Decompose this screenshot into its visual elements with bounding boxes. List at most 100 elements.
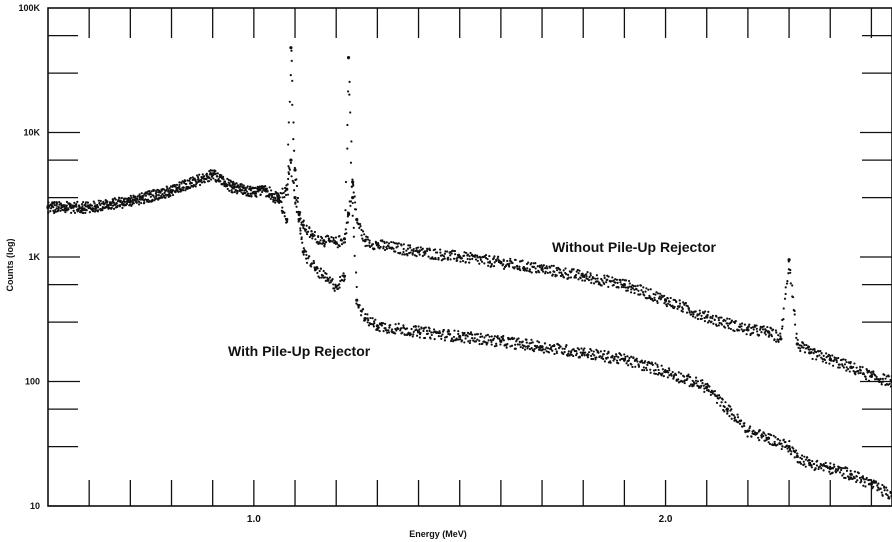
- data-point: [521, 340, 524, 343]
- data-point: [346, 123, 349, 127]
- data-point: [620, 354, 623, 357]
- data-point: [711, 314, 714, 317]
- data-point: [412, 247, 415, 251]
- data-point: [390, 328, 394, 331]
- data-point: [165, 188, 168, 192]
- data-point: [428, 329, 431, 333]
- data-point: [829, 354, 832, 357]
- data-point: [170, 191, 174, 194]
- data-point: [119, 199, 122, 202]
- data-point: [506, 342, 509, 346]
- data-point: [412, 325, 416, 328]
- data-point: [346, 215, 349, 218]
- data-point: [169, 188, 173, 192]
- data-point: [576, 268, 579, 272]
- data-point: [293, 149, 296, 152]
- data-point: [402, 247, 405, 251]
- data-point: [789, 271, 792, 274]
- data-point: [86, 205, 89, 208]
- data-point: [291, 103, 294, 106]
- data-point: [202, 180, 205, 183]
- data-point: [807, 345, 811, 349]
- data-point: [142, 202, 146, 205]
- data-point: [342, 272, 345, 275]
- data-point: [129, 203, 132, 206]
- data-point: [493, 261, 496, 264]
- data-point: [633, 291, 636, 295]
- data-point: [264, 185, 267, 188]
- data-point: [351, 195, 355, 200]
- data-point: [654, 372, 658, 375]
- data-point: [537, 346, 540, 349]
- data-point: [566, 354, 569, 357]
- data-point: [489, 338, 492, 342]
- data-point: [185, 182, 188, 186]
- data-point: [260, 187, 263, 190]
- data-point: [229, 179, 232, 182]
- data-point: [857, 472, 860, 475]
- data-point: [268, 194, 271, 197]
- data-point: [275, 199, 278, 202]
- data-point: [141, 198, 144, 201]
- data-point: [449, 332, 452, 336]
- data-point: [147, 198, 150, 201]
- data-point: [55, 204, 58, 207]
- data-point: [397, 327, 400, 330]
- data-point: [670, 374, 673, 377]
- data-point: [579, 276, 582, 279]
- data-point: [292, 121, 295, 124]
- data-point: [785, 444, 788, 447]
- data-point: [773, 442, 776, 445]
- data-point: [518, 265, 521, 268]
- data-point: [474, 340, 478, 343]
- data-point: [308, 235, 311, 239]
- data-point: [778, 337, 782, 341]
- data-point: [656, 300, 659, 303]
- data-point: [788, 440, 791, 443]
- data-point: [262, 189, 265, 192]
- data-point: [773, 338, 776, 342]
- data-point: [853, 477, 856, 480]
- data-point: [218, 173, 222, 176]
- data-point: [349, 204, 352, 207]
- data-point: [92, 200, 95, 203]
- data-point: [286, 220, 289, 223]
- data-point: [361, 308, 364, 311]
- data-point: [364, 317, 367, 320]
- data-point: [632, 356, 635, 359]
- data-point: [700, 314, 703, 317]
- data-point: [407, 244, 410, 247]
- data-point: [640, 289, 643, 292]
- data-point: [418, 328, 421, 331]
- data-point: [860, 480, 863, 483]
- data-point: [377, 326, 380, 329]
- data-point: [428, 327, 431, 330]
- data-point: [879, 487, 882, 490]
- data-point: [631, 287, 634, 290]
- data-point: [816, 459, 819, 463]
- data-point: [592, 282, 596, 285]
- data-point: [449, 254, 452, 257]
- data-point: [712, 322, 715, 325]
- data-point: [300, 236, 303, 239]
- data-point: [852, 366, 855, 369]
- data-point: [478, 262, 481, 265]
- data-point: [288, 168, 291, 171]
- data-point: [808, 459, 811, 462]
- data-point: [460, 257, 464, 260]
- series-layer: [46, 46, 892, 500]
- data-point: [782, 318, 785, 321]
- data-point: [302, 219, 305, 222]
- data-point: [413, 254, 416, 257]
- data-point: [310, 265, 313, 268]
- data-point: [673, 374, 676, 377]
- data-point: [375, 241, 378, 244]
- data-point: [867, 369, 871, 372]
- data-point: [368, 241, 371, 244]
- data-point: [381, 322, 385, 325]
- data-point: [526, 267, 529, 270]
- data-point: [313, 234, 316, 237]
- data-point: [88, 211, 91, 214]
- data-point: [530, 347, 533, 350]
- data-point: [596, 277, 599, 280]
